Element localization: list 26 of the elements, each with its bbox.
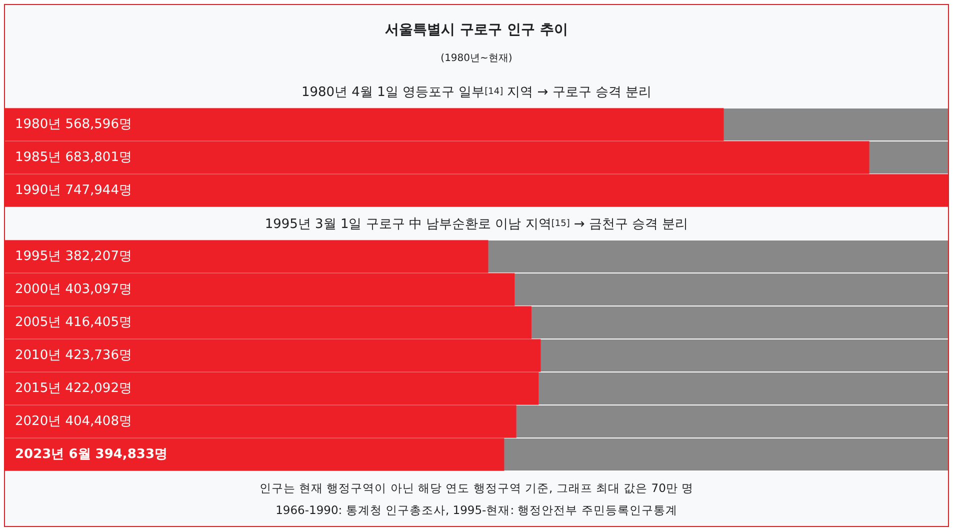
data-label: 568,596명 xyxy=(65,116,132,132)
text: 1966-1990: 통계청 인구총조사, 1995-현재: 행정안전부 주민등록인구통계 xyxy=(274,502,678,519)
data-label: 382,207명 xyxy=(65,248,132,264)
data-label: 423,736명 xyxy=(65,348,132,363)
data-label: 747,944명 xyxy=(65,182,132,198)
data-label: 403,097명 xyxy=(65,282,132,297)
chart-subtitle: (1980년~현재) xyxy=(440,52,514,65)
text: 인구는 현재 행정구역이 아닌 해당 연도 행정구역 기준, 그래프 최대 값은 70만 명 xyxy=(258,480,695,497)
y-tick-label: 1990년 xyxy=(15,182,62,198)
y-tick-label: 2023년 6월 xyxy=(15,446,91,462)
text: 1995년 3월 1일 구로구 中 남부순환로 이남 지역$^{[15]}$ → 금천구 승격 분리 xyxy=(264,216,690,234)
text: 1980년 4월 1일 영등포구 일부$^{[14]}$ 지역 → 구로구 승격 분리 xyxy=(300,84,653,102)
data-label: 416,405명 xyxy=(65,314,132,330)
y-tick-label: 2010년 xyxy=(15,348,62,363)
data-label: 422,092명 xyxy=(65,380,132,396)
y-tick-label: 2000년 xyxy=(15,282,62,297)
data-label: 404,408명 xyxy=(65,414,132,429)
y-tick-label: 2005년 xyxy=(15,314,62,330)
y-tick-label: 2020년 xyxy=(15,414,62,429)
y-tick-label: 2015년 xyxy=(15,380,62,396)
y-tick-label: 1980년 xyxy=(15,116,62,132)
chart-title: 서울특별시 구로구 인구 추이 xyxy=(384,21,569,39)
data-label: 683,801명 xyxy=(65,150,132,165)
y-tick-label: 1985년 xyxy=(15,150,62,165)
y-tick-label: 1995년 xyxy=(15,248,62,264)
data-label: 394,833명 xyxy=(95,446,168,462)
